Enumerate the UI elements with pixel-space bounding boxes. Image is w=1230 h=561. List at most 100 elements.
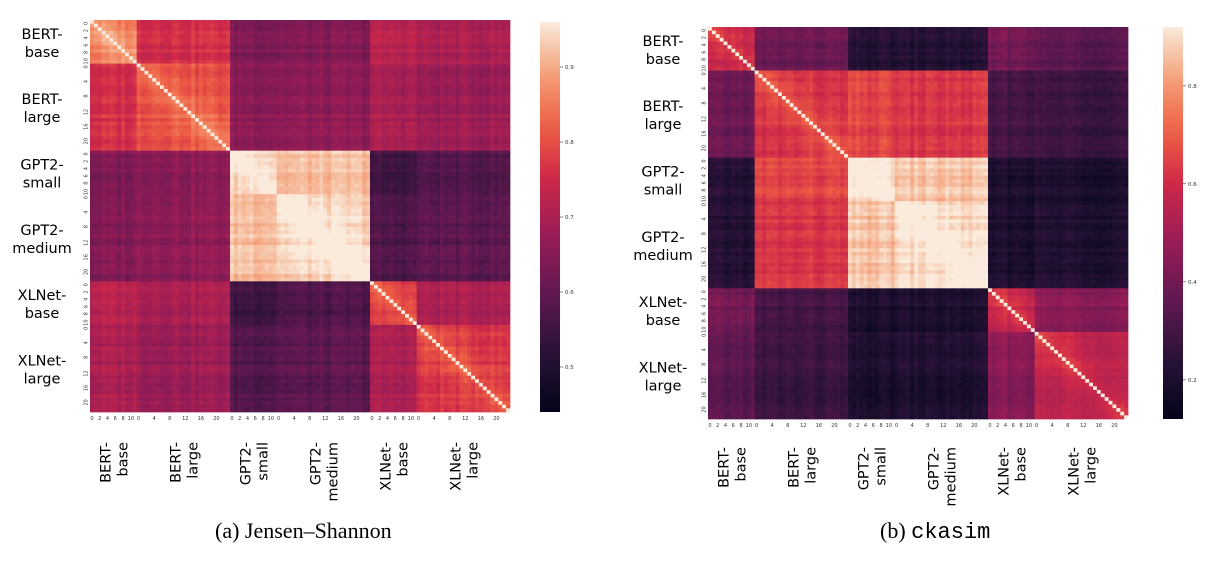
- heatmap-cell: [420, 99, 425, 104]
- heatmap-cell: [272, 147, 278, 152]
- heatmap-cell: [482, 110, 488, 115]
- heatmap-cell: [401, 183, 406, 188]
- heatmap-cell: [494, 92, 499, 97]
- heatmap-cell: [167, 107, 173, 112]
- heatmap-cell: [463, 176, 468, 181]
- heatmap-cell: [198, 132, 204, 137]
- heatmap-cell: [389, 136, 394, 141]
- heatmap-cell: [370, 125, 375, 130]
- heatmap-cell: [113, 67, 118, 72]
- heatmap-cell: [268, 179, 274, 184]
- heatmap-cell: [475, 70, 480, 75]
- heatmap-cell: [436, 52, 441, 57]
- heatmap-cell: [214, 96, 219, 101]
- heatmap-cell: [105, 165, 110, 170]
- heatmap-cell: [226, 176, 231, 181]
- heatmap-cell: [420, 30, 425, 35]
- heatmap-cell: [140, 49, 145, 54]
- heatmap-cell: [183, 81, 188, 86]
- heatmap-cell: [288, 183, 293, 188]
- heatmap-cell: [478, 67, 484, 72]
- heatmap-cell: [362, 103, 367, 108]
- heatmap-cell: [121, 161, 126, 166]
- heatmap-cell: [432, 143, 437, 148]
- heatmap-cell: [432, 30, 437, 35]
- heatmap-cell: [315, 176, 320, 181]
- heatmap-cell: [160, 154, 165, 159]
- heatmap-cell: [405, 52, 410, 57]
- heatmap-cell: [284, 114, 289, 119]
- heatmap-cell: [389, 161, 394, 166]
- heatmap-cell: [432, 125, 437, 130]
- heatmap-cell: [408, 67, 414, 72]
- heatmap-cell: [342, 128, 348, 133]
- heatmap-cell: [253, 107, 258, 112]
- heatmap-cell: [475, 176, 480, 181]
- heatmap-cell: [226, 132, 231, 137]
- heatmap-cell: [373, 38, 379, 43]
- heatmap-cell: [253, 70, 258, 75]
- heatmap-cell: [144, 107, 149, 112]
- heatmap-cell: [467, 67, 472, 72]
- heatmap-cell: [206, 139, 211, 144]
- heatmap-cell: [362, 38, 367, 43]
- heatmap-cell: [455, 56, 460, 61]
- heatmap-cell: [408, 128, 414, 133]
- heatmap-cell: [257, 125, 262, 130]
- heatmap-cell: [389, 154, 394, 159]
- heatmap-cell: [113, 30, 118, 35]
- heatmap-cell: [455, 85, 460, 90]
- heatmap-cell: [354, 128, 359, 133]
- heatmap-cell: [249, 118, 254, 122]
- heatmap-cell: [261, 74, 266, 79]
- heatmap-cell: [265, 118, 270, 122]
- heatmap-cell: [272, 74, 278, 79]
- heatmap-cell: [125, 78, 130, 83]
- heatmap-cell: [467, 136, 472, 141]
- heatmap-cell: [113, 27, 118, 32]
- heatmap-cell: [265, 154, 270, 159]
- heatmap-cell: [171, 67, 176, 72]
- heatmap-cell: [187, 157, 192, 162]
- heatmap-cell: [249, 125, 254, 130]
- heatmap-cell: [179, 143, 184, 148]
- heatmap-cell: [436, 70, 441, 75]
- heatmap-cell: [478, 59, 484, 64]
- heatmap-cell: [502, 70, 507, 75]
- heatmap-cell: [206, 38, 211, 43]
- heatmap-cell: [486, 23, 491, 28]
- heatmap-cell: [342, 176, 348, 181]
- heatmap-cell: [416, 30, 421, 35]
- heatmap-cell: [222, 59, 227, 64]
- heatmap-cell: [486, 34, 491, 39]
- heatmap-cell: [144, 150, 149, 155]
- heatmap-cell: [405, 41, 410, 46]
- heatmap-cell: [319, 147, 324, 152]
- heatmap-cell: [506, 157, 511, 162]
- heatmap-cell: [233, 96, 239, 101]
- heatmap-cell: [230, 128, 235, 133]
- heatmap-cell: [152, 168, 157, 173]
- heatmap-cell: [327, 81, 332, 86]
- heatmap-cell: [366, 172, 371, 177]
- heatmap-cell: [412, 92, 418, 97]
- heatmap-cell: [482, 70, 488, 75]
- heatmap-cell: [498, 114, 503, 119]
- heatmap-cell: [401, 85, 406, 90]
- heatmap-cell: [191, 186, 196, 191]
- heatmap-cell: [136, 125, 141, 130]
- heatmap-cell: [377, 154, 383, 159]
- heatmap-cell: [128, 179, 134, 184]
- heatmap-cell: [342, 110, 348, 115]
- heatmap-cell: [327, 85, 332, 90]
- heatmap-cell: [257, 147, 262, 152]
- heatmap-cell: [90, 154, 95, 159]
- heatmap-cell: [327, 143, 332, 148]
- heatmap-cell: [253, 157, 258, 162]
- heatmap-cell: [300, 125, 305, 130]
- heatmap-cell: [373, 147, 379, 152]
- heatmap-cell: [455, 49, 460, 54]
- heatmap-cell: [226, 56, 231, 61]
- heatmap-cell: [175, 74, 180, 79]
- heatmap-cell: [284, 150, 289, 155]
